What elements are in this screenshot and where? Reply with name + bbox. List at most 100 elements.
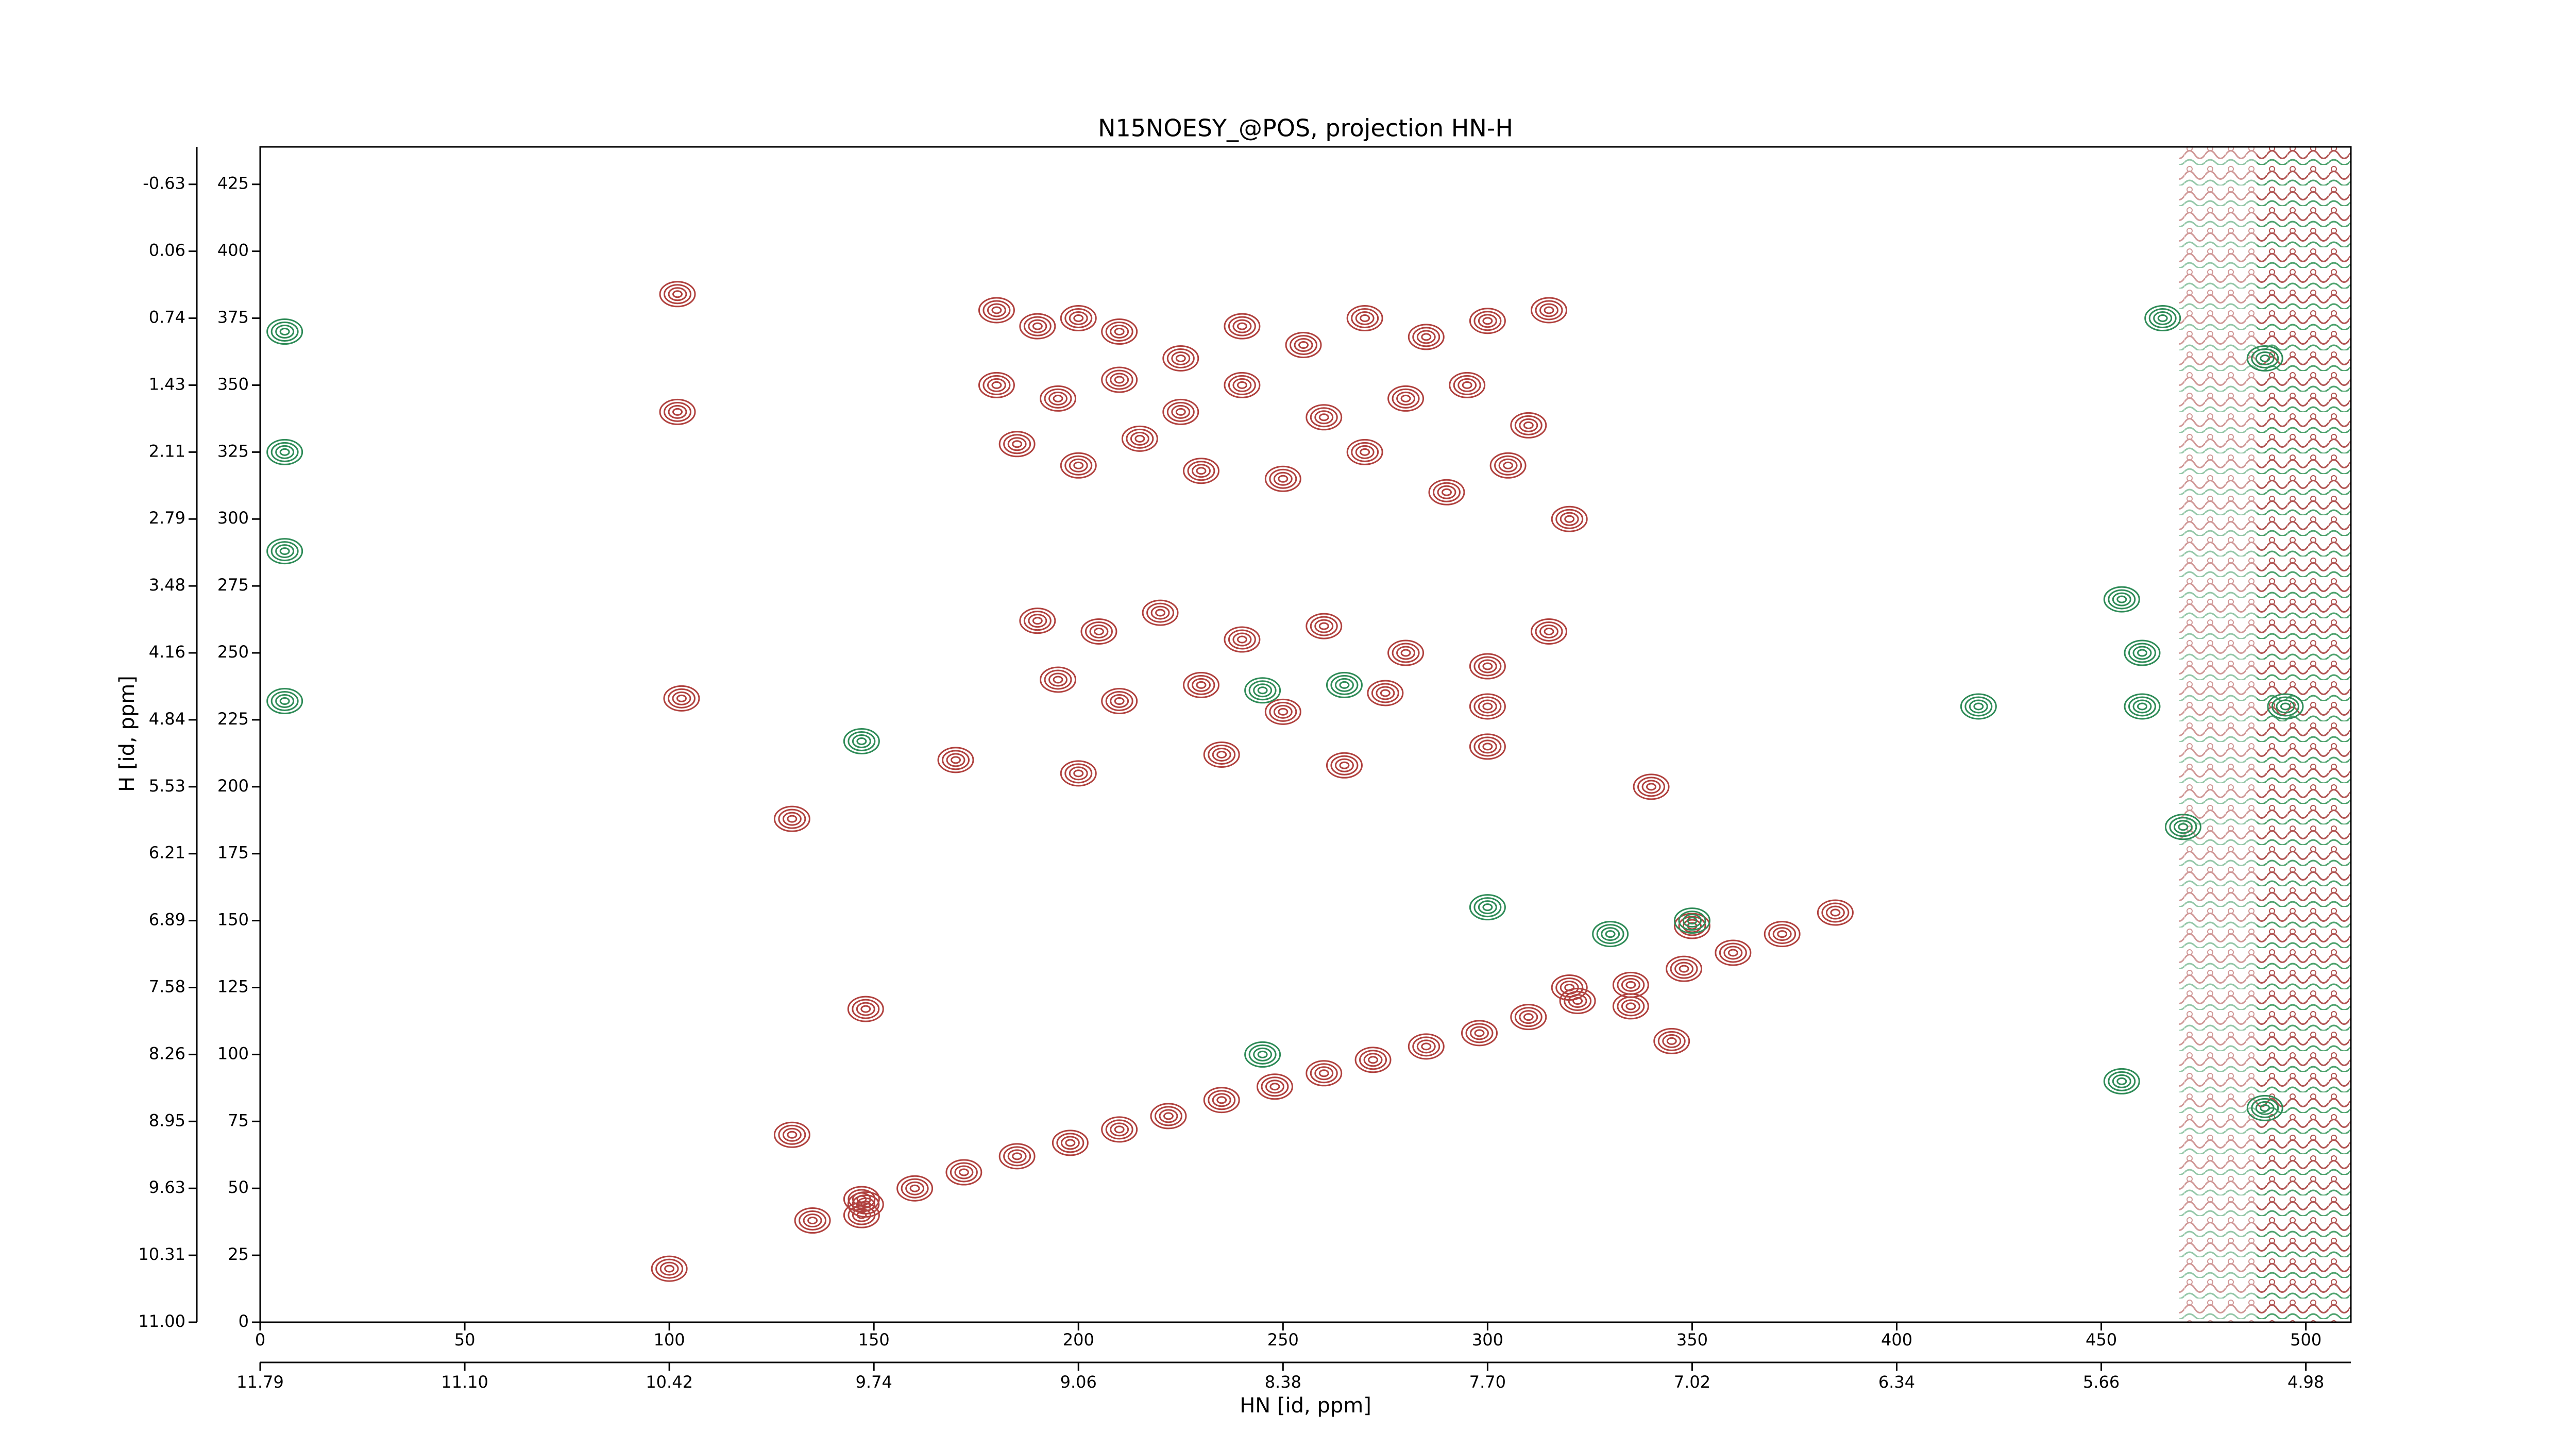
positive-peak [1653, 1027, 1690, 1054]
y2-tick-label: 6.89 [149, 910, 185, 930]
y-tick-label: 200 [217, 776, 249, 796]
positive-peak [937, 747, 974, 773]
plot-frame [259, 146, 2352, 1323]
negative-peak [2144, 305, 2181, 332]
x-axis-label: HN [id, ppm] [1240, 1394, 1371, 1418]
x-tick-label: 200 [1063, 1330, 1094, 1350]
positive-peak [1428, 479, 1465, 506]
y-tick-label: 75 [228, 1110, 249, 1130]
positive-peak [1060, 452, 1097, 479]
y2-tick-label: 8.95 [149, 1110, 185, 1130]
y-tick-label: 50 [228, 1177, 249, 1197]
x-tick-label: 350 [1676, 1330, 1708, 1350]
positive-peak [1510, 1004, 1547, 1031]
y2-tick-label: 6.21 [149, 843, 185, 863]
negative-peak [2124, 693, 2161, 720]
x-tick-label: 50 [454, 1330, 476, 1350]
positive-peak [978, 297, 1015, 324]
positive-peak [1150, 1103, 1187, 1130]
y-tick-label: 250 [217, 642, 249, 662]
positive-peak [1666, 955, 1703, 982]
positive-peak [1019, 608, 1056, 634]
positive-peak [896, 1175, 934, 1202]
positive-peak [1354, 1047, 1392, 1073]
y2-tick-label: 0.06 [149, 241, 185, 260]
y2-tick-label: 1.43 [149, 374, 185, 394]
positive-peak [1224, 626, 1261, 653]
positive-peak [1531, 618, 1568, 645]
positive-peak [1224, 372, 1261, 398]
positive-peak [1162, 398, 1199, 425]
positive-peak [1040, 385, 1077, 412]
x2-tick-label: 5.66 [2083, 1372, 2120, 1392]
chart-title: N15NOESY_@POS, projection HN-H [1098, 114, 1513, 142]
positive-peak [794, 1207, 831, 1234]
y-tick-label: 325 [217, 441, 249, 461]
positive-peak [1306, 404, 1343, 431]
negative-peak [2246, 1094, 2283, 1121]
x2-tick-label: 9.06 [1060, 1372, 1097, 1392]
positive-peak [1510, 412, 1547, 439]
negative-peak [1244, 1041, 1281, 1068]
y-axis-label: H [id, ppm] [115, 676, 139, 792]
y2-tick-label: 5.53 [149, 776, 185, 796]
y-tick-label: 350 [217, 374, 249, 394]
positive-peak [1633, 773, 1670, 800]
positive-peak [1101, 688, 1138, 715]
positive-peak [1489, 452, 1527, 479]
positive-peak [1182, 671, 1219, 698]
negative-peak [2124, 639, 2161, 666]
positive-peak [1449, 372, 1486, 398]
x-tick-label: 450 [2086, 1330, 2117, 1350]
y-tick-label: 400 [217, 241, 249, 260]
x2-tick-label: 9.74 [856, 1372, 892, 1392]
y2-tick-label: 7.58 [149, 977, 185, 997]
positive-peak [1408, 324, 1445, 350]
x-tick-label: 400 [1881, 1330, 1912, 1350]
negative-peak [266, 318, 303, 345]
positive-peak [663, 685, 700, 712]
positive-peak [1469, 653, 1506, 680]
positive-peak [1060, 305, 1097, 332]
negative-peak [843, 728, 880, 754]
positive-peak [651, 1255, 688, 1282]
y2-tick-label: -0.63 [143, 174, 185, 193]
y2-tick-label: 4.16 [149, 642, 185, 662]
positive-peak [1203, 741, 1240, 768]
y-tick-label: 225 [217, 709, 249, 729]
x-tick-label: 500 [2290, 1330, 2321, 1350]
y-tick-label: 375 [217, 308, 249, 327]
positive-peak [1264, 698, 1301, 725]
y2-tick-label: 8.26 [149, 1043, 185, 1063]
positive-peak [1469, 733, 1506, 760]
y-tick-label: 100 [217, 1043, 249, 1063]
x2-tick-label: 10.42 [646, 1372, 693, 1392]
positive-peak [1326, 752, 1363, 779]
positive-peak [1264, 465, 1301, 492]
positive-peak [978, 372, 1015, 398]
negative-peak [266, 538, 303, 565]
x2-tick-label: 7.02 [1674, 1372, 1710, 1392]
positive-peak [1285, 331, 1322, 358]
positive-peak [1162, 345, 1199, 372]
positive-peak [659, 398, 696, 425]
x-tick-label: 100 [654, 1330, 685, 1350]
x2-tick-label: 7.70 [1469, 1372, 1506, 1392]
positive-peak [1469, 308, 1506, 334]
negative-peak [1469, 894, 1506, 921]
positive-peak [1367, 680, 1404, 706]
positive-peak [1142, 599, 1179, 626]
y-tick-label: 425 [217, 174, 249, 193]
y2-tick-label: 2.11 [149, 441, 185, 461]
y-tick-label: 300 [217, 508, 249, 528]
positive-peak [1469, 693, 1506, 720]
negative-peak [2267, 693, 2304, 720]
negative-peak [2103, 1068, 2140, 1094]
x2-tick-label: 11.10 [441, 1372, 488, 1392]
negative-peak [1326, 671, 1363, 698]
y2-tick-label: 10.31 [138, 1244, 185, 1264]
negative-peak [266, 439, 303, 465]
positive-peak [1408, 1033, 1445, 1060]
positive-peak [1387, 639, 1425, 666]
positive-peak [843, 1186, 880, 1212]
